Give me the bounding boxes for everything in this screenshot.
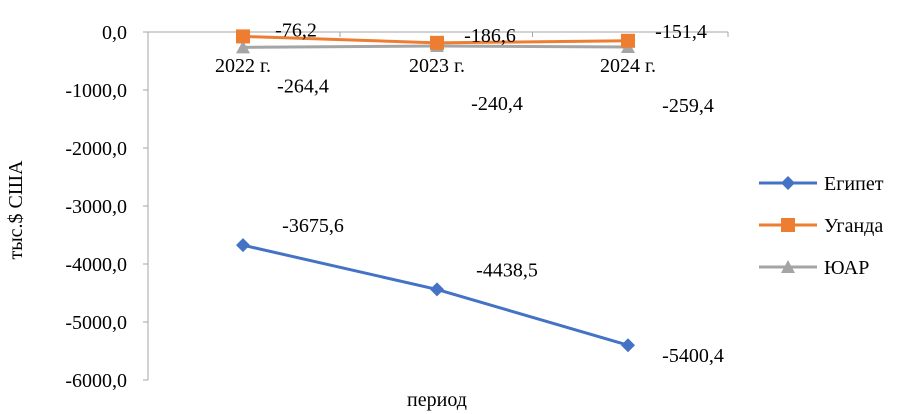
- data-point: [621, 33, 635, 48]
- data-point: [430, 35, 444, 50]
- legend-item: Египет: [759, 173, 884, 195]
- y-tick-label: -5000,0: [65, 312, 127, 334]
- data-label: -151,4: [655, 21, 707, 43]
- x-tick-label: 2024 г.: [600, 55, 656, 77]
- data-point: [781, 218, 795, 232]
- series-1: [236, 29, 635, 50]
- y-tick-label: -2000,0: [65, 138, 127, 160]
- data-label: -4438,5: [476, 259, 538, 281]
- data-point: [781, 176, 795, 190]
- legend-item: Уганда: [759, 215, 883, 237]
- legend-item: ЮАР: [759, 257, 869, 279]
- data-point: [430, 282, 444, 297]
- data-point: [621, 338, 635, 353]
- x-tick-label: 2022 г.: [215, 55, 271, 77]
- legend-label: Египет: [824, 173, 884, 195]
- series-0: [236, 238, 635, 353]
- data-point: [781, 260, 795, 273]
- y-tick-label: -6000,0: [65, 370, 127, 392]
- data-label: -240,4: [471, 93, 523, 115]
- legend-label: ЮАР: [824, 257, 869, 279]
- data-label: -3675,6: [282, 215, 344, 237]
- axes: 0,0 -1000,0 -2000,0 -3000,0 -4000,0 -5000,0 -6…: [65, 22, 729, 392]
- data-point: [236, 29, 250, 44]
- data-label: -76,2: [275, 19, 317, 41]
- chart-marks: -3675,6 -4438,5 -5400,4 -76,2 -186,6 -151,4 -2…: [236, 19, 724, 367]
- data-label: -259,4: [662, 95, 714, 117]
- x-axis-title: период: [407, 389, 467, 411]
- legend: Египет Уганда ЮАР: [759, 173, 884, 279]
- data-point: [236, 40, 250, 54]
- data-point: [236, 238, 250, 253]
- series-line: [242, 243, 629, 347]
- x-tick-label: 2023 г.: [409, 55, 465, 77]
- legend-label: Уганда: [824, 215, 883, 237]
- y-tick-label: -4000,0: [65, 254, 127, 276]
- data-label: -186,6: [464, 25, 516, 47]
- y-axis-title: тыс.$ США: [5, 160, 27, 260]
- data-label: -5400,4: [662, 345, 724, 367]
- y-tick-label: -3000,0: [65, 196, 127, 218]
- data-label: -264,4: [277, 75, 329, 97]
- y-tick-label: 0,0: [102, 22, 127, 44]
- y-tick-label: -1000,0: [65, 80, 127, 102]
